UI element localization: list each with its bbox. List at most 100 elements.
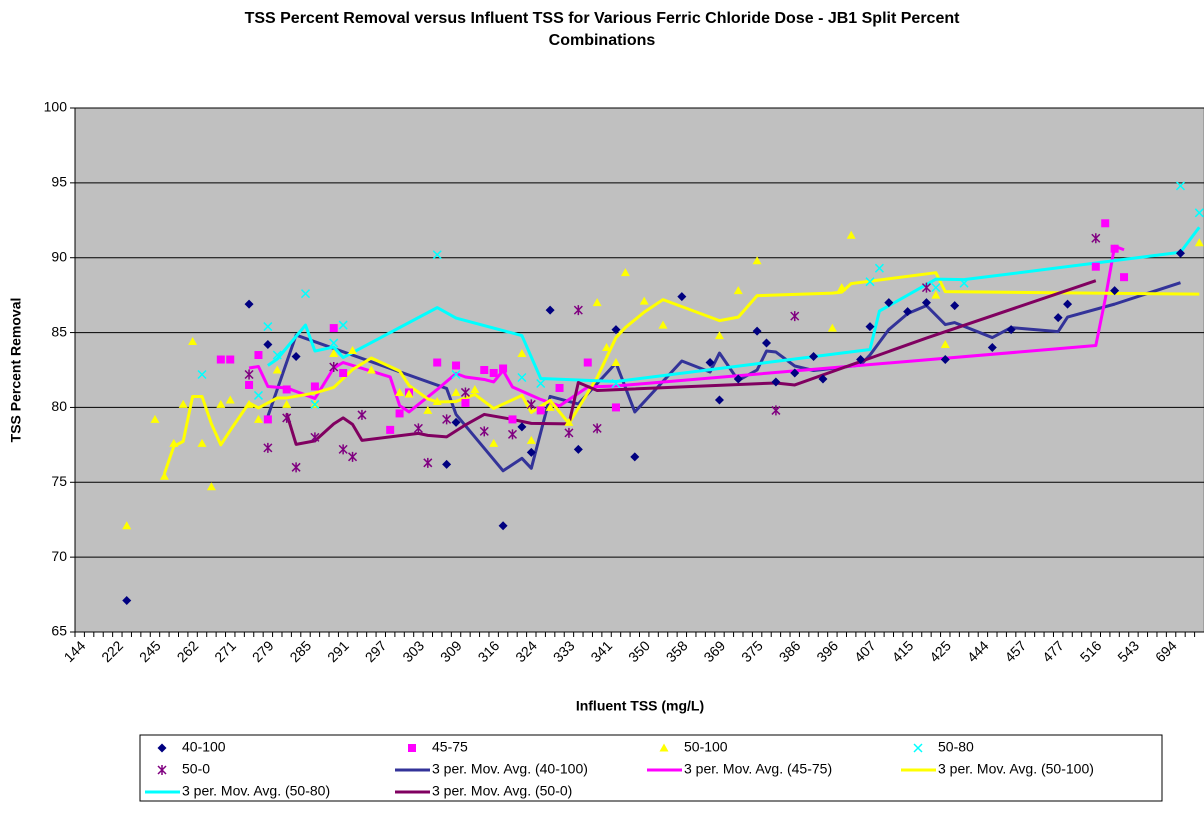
chart-title: TSS Percent Removal versus Influent TSS …: [244, 10, 960, 49]
moving-average-line: [162, 271, 1200, 475]
marker: [1194, 208, 1204, 218]
marker: [752, 326, 762, 336]
marker: [1101, 219, 1110, 228]
marker: [253, 390, 263, 400]
marker: [216, 399, 226, 408]
x-tick-label: 457: [1001, 637, 1029, 665]
marker: [865, 322, 875, 332]
marker: [272, 365, 282, 374]
marker: [1194, 238, 1204, 247]
y-tick-label: 85: [51, 323, 67, 339]
marker: [498, 521, 508, 531]
marker: [178, 399, 188, 408]
marker: [122, 596, 132, 606]
marker: [432, 250, 442, 260]
marker: [423, 405, 433, 414]
marker: [433, 358, 442, 367]
x-tick-label: 279: [249, 637, 277, 665]
marker: [931, 290, 941, 299]
legend-label: 3 per. Mov. Avg. (50-80): [182, 783, 330, 799]
marker: [413, 423, 423, 434]
moving-average-line: [248, 244, 1125, 414]
marker: [489, 368, 498, 377]
marker: [771, 377, 781, 387]
x-tick-label: 477: [1039, 637, 1067, 665]
marker: [451, 387, 461, 396]
marker: [206, 482, 216, 491]
marker: [395, 387, 405, 396]
x-tick-label: 415: [889, 637, 917, 665]
legend-label: 40-100: [182, 739, 226, 755]
y-axis-title: TSS Percent Removal: [8, 298, 24, 443]
marker: [1063, 299, 1073, 309]
marker: [254, 351, 263, 360]
marker: [903, 307, 913, 317]
x-tick-label: 407: [851, 637, 879, 665]
marker: [837, 283, 847, 292]
x-axis-title: Influent TSS (mg/L): [576, 698, 704, 714]
marker: [658, 320, 668, 329]
legend-label: 50-80: [938, 739, 974, 755]
marker: [714, 331, 724, 340]
x-tick-label: 543: [1114, 637, 1142, 665]
marker: [536, 378, 546, 389]
y-tick-label: 90: [51, 248, 67, 264]
x-tick-label: 262: [174, 637, 202, 665]
marker: [620, 268, 630, 277]
marker: [564, 427, 574, 438]
marker: [1053, 313, 1063, 323]
marker: [611, 358, 621, 367]
legend-label: 3 per. Mov. Avg. (50-0): [432, 783, 572, 799]
marker: [508, 415, 517, 424]
legend-label: 50-0: [182, 761, 210, 777]
marker: [931, 283, 941, 293]
marker: [461, 398, 470, 407]
marker: [263, 340, 273, 350]
marker: [507, 429, 518, 440]
marker: [987, 343, 997, 353]
marker: [489, 438, 499, 447]
marker: [856, 355, 866, 365]
marker: [282, 399, 292, 408]
marker: [479, 426, 489, 437]
x-tick-label: 291: [324, 637, 352, 665]
marker: [470, 384, 480, 393]
legend-label: 3 per. Mov. Avg. (45-75): [684, 761, 832, 777]
marker: [526, 447, 536, 457]
marker: [451, 369, 461, 380]
marker: [536, 406, 545, 415]
marker: [442, 414, 452, 425]
marker: [1110, 244, 1119, 253]
marker: [329, 338, 339, 348]
marker: [517, 372, 527, 383]
marker: [884, 298, 894, 308]
x-tick-label: 309: [437, 637, 465, 665]
marker: [291, 462, 301, 473]
marker: [310, 399, 320, 409]
x-tick-label: 694: [1152, 637, 1180, 665]
marker: [366, 365, 376, 374]
marker: [762, 338, 772, 348]
x-tick-label: 271: [211, 637, 239, 665]
marker: [244, 299, 254, 309]
marker: [846, 230, 856, 239]
marker: [555, 383, 564, 392]
marker: [714, 395, 724, 405]
marker: [865, 277, 875, 287]
marker: [790, 368, 800, 378]
marker: [752, 256, 762, 265]
marker: [442, 459, 452, 469]
marker: [291, 352, 301, 362]
y-tick-label: 70: [51, 548, 67, 564]
marker: [611, 403, 620, 412]
legend-label: 3 per. Mov. Avg. (40-100): [432, 761, 588, 777]
marker: [1175, 181, 1186, 191]
marker: [809, 352, 819, 362]
marker: [630, 452, 640, 462]
marker: [950, 301, 960, 311]
marker: [921, 282, 931, 293]
marker: [432, 396, 442, 405]
marker: [639, 296, 649, 305]
marker: [940, 355, 950, 365]
